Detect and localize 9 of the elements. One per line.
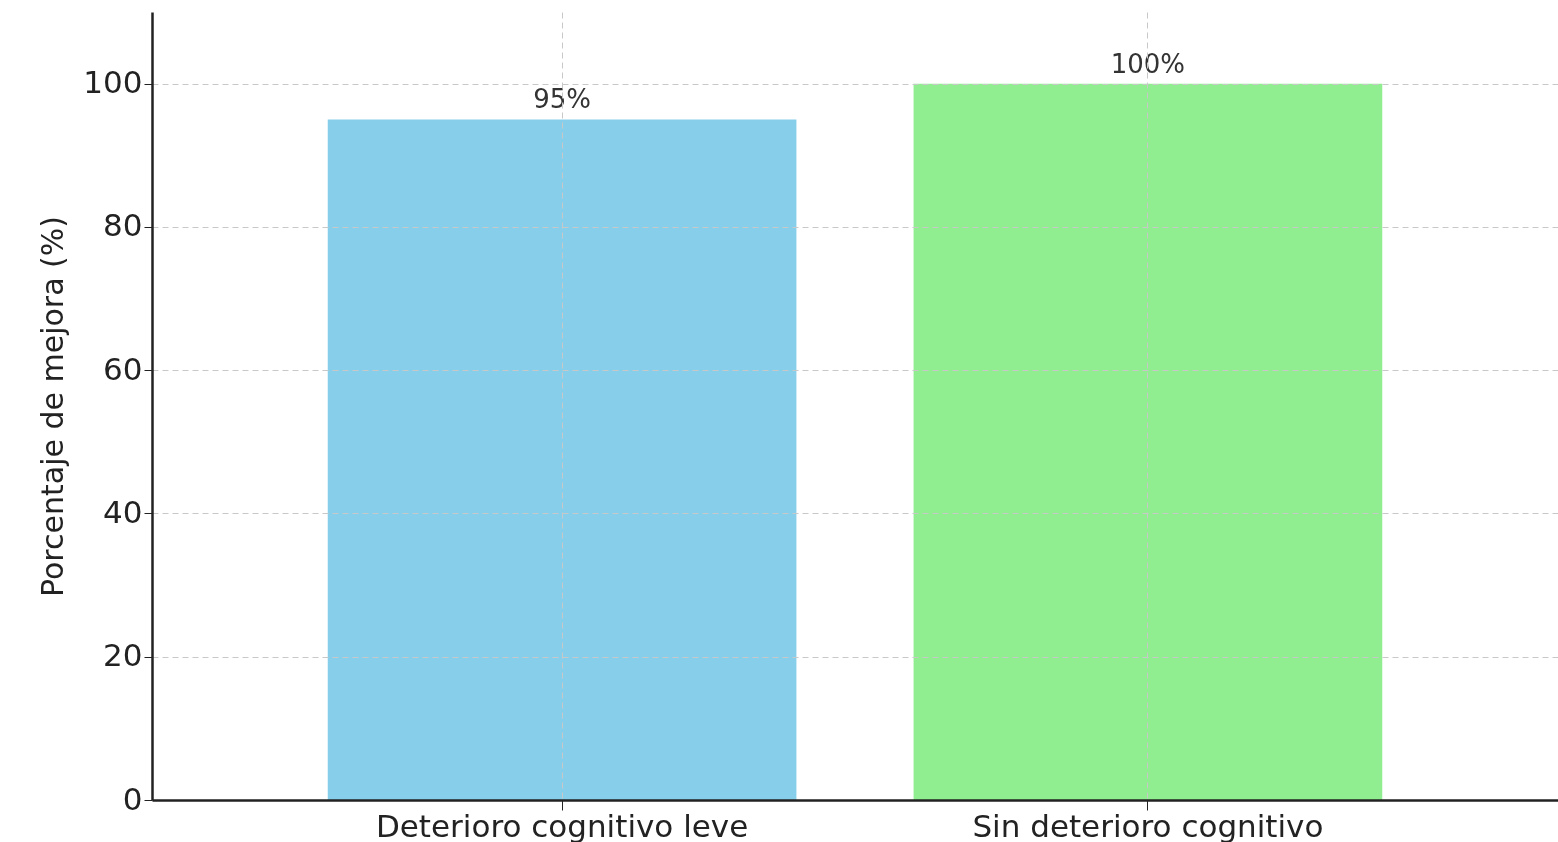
y-tick-label: 40 [103, 493, 143, 530]
y-tick-label: 0 [122, 780, 143, 817]
y-tick-label: 100 [83, 64, 143, 101]
data-label: 95% [533, 84, 591, 115]
y-tick-label: 60 [103, 350, 143, 387]
y-tick-label: 20 [103, 637, 143, 674]
y-axis-title: Porcentaje de mejora (%) [35, 215, 71, 598]
y-tick-label: 80 [103, 207, 143, 244]
data-label: 100% [1110, 48, 1186, 79]
